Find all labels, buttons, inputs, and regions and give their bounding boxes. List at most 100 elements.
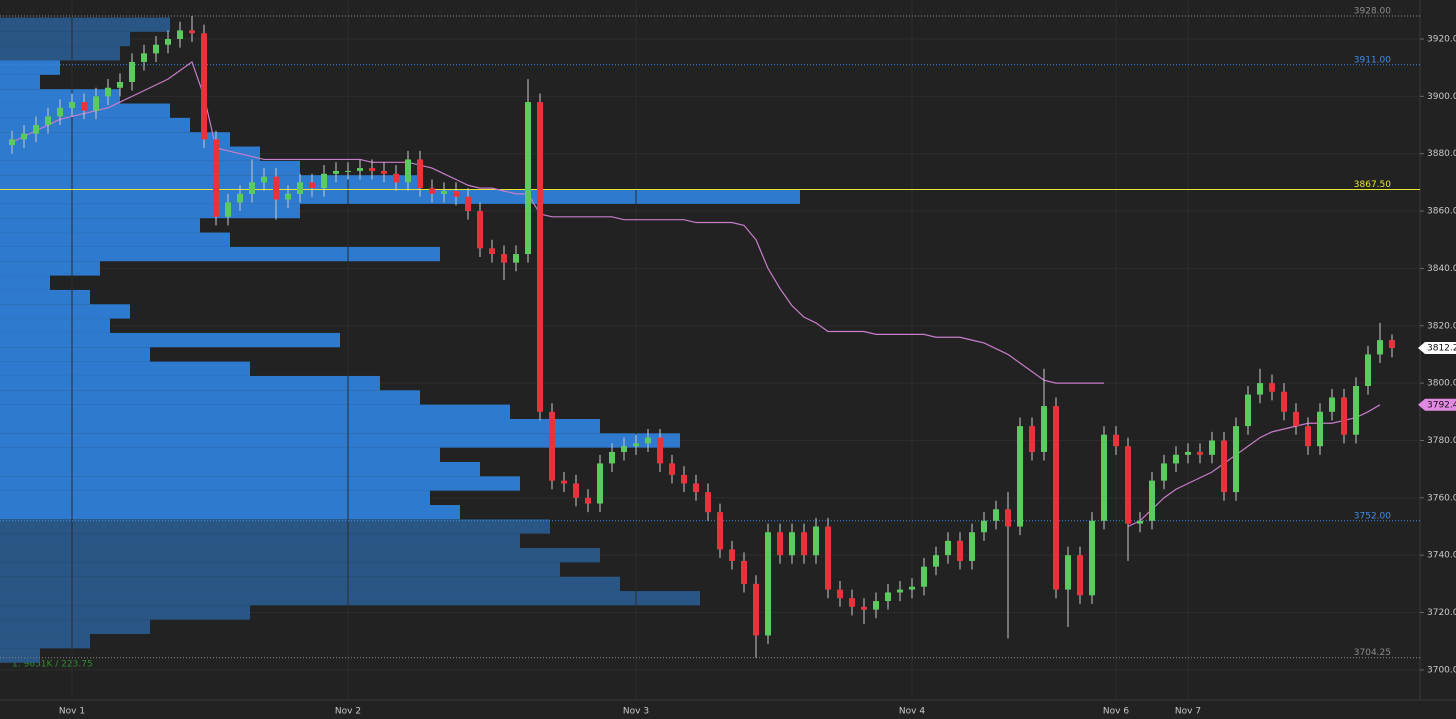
volume-profile-bar (0, 634, 90, 649)
candle-body (21, 133, 27, 140)
candle-body (597, 463, 603, 504)
vwap-line (11, 60, 1104, 384)
y-tick-label: 3740.00 (1427, 551, 1456, 561)
candle-body (141, 53, 147, 62)
candle-body (873, 601, 879, 610)
candle-body (1281, 391, 1287, 412)
candle-body (981, 520, 987, 533)
candle-body (321, 173, 327, 189)
candle-body (1041, 406, 1047, 452)
candle-body (1185, 451, 1191, 455)
candle-body (633, 443, 639, 447)
candle-body (465, 196, 471, 212)
volume-profile-bar (0, 60, 60, 75)
candle-body (33, 125, 39, 134)
candle-body (1113, 434, 1119, 447)
candle-body (777, 532, 783, 556)
volume-profile-bar (0, 246, 440, 262)
candle-body (117, 82, 123, 88)
candle-body (513, 254, 519, 263)
candle-body (525, 102, 531, 255)
candle-body (1353, 385, 1359, 435)
price-tag (1418, 341, 1456, 354)
candle-body (933, 555, 939, 567)
candle-body (837, 589, 843, 599)
volume-profile-bar (0, 89, 120, 104)
volume-profile-bar (0, 46, 120, 61)
candle-body (1137, 520, 1143, 524)
candle-body (705, 492, 711, 513)
candle-body (1365, 354, 1371, 386)
price-tag-label: 3792.44 (1427, 400, 1456, 410)
candle-body (1221, 440, 1227, 493)
candle-body (273, 176, 279, 200)
candle-body (1077, 555, 1083, 596)
annotation: 1: 9651K / 223.75 (12, 660, 93, 670)
volume-profile-bar (0, 605, 250, 620)
price-tag (1418, 398, 1456, 411)
volume-profile-bar (0, 548, 600, 563)
candle-body (393, 173, 399, 183)
candle-body (585, 497, 591, 504)
candle-body (309, 182, 315, 189)
candle-body (969, 532, 975, 561)
candle-body (1257, 383, 1263, 395)
candle-body (921, 566, 927, 587)
candle-body (81, 102, 87, 111)
candle-body (429, 188, 435, 194)
volume-profile-bar (0, 304, 130, 319)
volume-profile-bar (0, 619, 150, 635)
candle-body (645, 437, 651, 444)
candle-body (441, 190, 447, 194)
volume-profile-bar (0, 591, 700, 606)
candle-body (1329, 397, 1335, 412)
volume-profile-bar (0, 146, 260, 161)
candle-body (741, 560, 747, 584)
candle-body (405, 159, 411, 183)
candle-body (1101, 434, 1107, 521)
volume-profile-bar (0, 289, 90, 305)
candle-body (849, 598, 855, 607)
volume-profile-bar (0, 461, 480, 477)
candle-body (945, 540, 951, 556)
candle-body (1173, 454, 1179, 464)
candle-body (285, 193, 291, 200)
candle-body (717, 512, 723, 550)
candle-body (333, 170, 339, 174)
volume-profile-bar (0, 447, 440, 462)
candle-body (381, 170, 387, 174)
candle-body (357, 168, 363, 171)
candle-body (957, 540, 963, 561)
candle-body (225, 202, 231, 217)
candle-body (69, 102, 75, 108)
candle-body (1209, 440, 1215, 455)
candle-body (1125, 446, 1131, 524)
candle-body (1245, 394, 1251, 427)
y-tick-label: 3800.00 (1427, 379, 1456, 389)
candle-body (1017, 426, 1023, 527)
candle-body (669, 463, 675, 475)
candle-body (129, 61, 135, 83)
candle-body (1389, 340, 1395, 348)
volume-profile-bar (0, 519, 550, 534)
candle-body (1089, 520, 1095, 596)
volume-profile-bar (0, 562, 560, 577)
candle-body (189, 30, 195, 34)
x-tick-label: Nov 4 (899, 707, 925, 717)
candle-body (1317, 411, 1323, 447)
candle-body (105, 87, 111, 97)
candle-body (489, 248, 495, 255)
candle-body (213, 139, 219, 217)
volume-profile-bar (0, 332, 340, 348)
volume-profile-bar (0, 31, 130, 47)
x-tick-label: Nov 1 (59, 707, 85, 717)
y-tick-label: 3720.00 (1427, 608, 1456, 618)
volume-profile-bar (0, 74, 40, 90)
candle-body (1149, 480, 1155, 521)
candle-body (297, 182, 303, 194)
volume-profile-bar (0, 648, 40, 663)
x-tick-label: Nov 6 (1103, 707, 1129, 717)
candle-body (885, 592, 891, 602)
candle-body (681, 474, 687, 484)
